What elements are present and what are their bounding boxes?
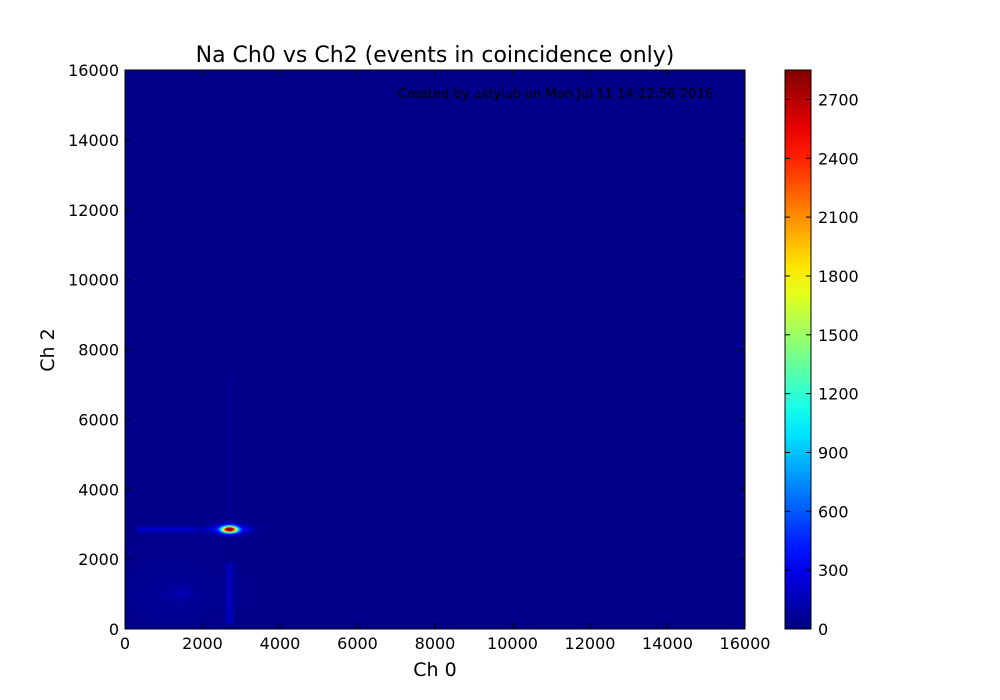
colorbar-tick-label: 1500 [818,326,859,345]
x-tick-label: 16000 [720,634,771,653]
y-tick-label: 12000 [68,201,119,220]
colorbar-bar [785,70,811,629]
x-tick-label: 0 [120,634,130,653]
colorbar-tick-label: 0 [818,620,828,639]
y-tick-label: 16000 [68,61,119,80]
heatmap-canvas [125,70,745,629]
colorbar-tick-label: 1200 [818,385,859,404]
y-axis-label: Ch 2 [37,328,59,371]
x-tick-label: 6000 [337,634,378,653]
y-tick-label: 6000 [78,410,119,429]
colorbar-frame [784,69,812,630]
colorbar: 0 300 600 900 1200 1500 1800 2100 2400 2700 [784,69,859,639]
colorbar-tick-label: 2400 [818,149,859,168]
y-tick-label: 10000 [68,271,119,290]
y-tick-label: 14000 [68,131,119,150]
x-axis-label: Ch 0 [413,659,456,681]
colorbar-tick-label: 1800 [818,267,859,286]
colorbar-ticks: 0 300 600 900 1200 1500 1800 2100 2400 2700 [785,90,859,639]
x-tick-label: 12000 [565,634,616,653]
x-tick-label: 4000 [260,634,301,653]
y-tick-label: 0 [109,620,119,639]
colorbar-tick-label: 300 [818,561,849,580]
plot-area [124,69,746,630]
colorbar-tick-label: 2100 [818,208,859,227]
x-tick-label: 14000 [642,634,693,653]
heatmap-container [125,70,745,629]
y-tick-label: 2000 [78,550,119,569]
colorbar-tick-label: 2700 [818,90,859,109]
x-tick-label: 8000 [415,634,456,653]
y-tick-label: 8000 [78,341,119,360]
creation-annotation: Created by astylab on Mon Jul 11 14:12:5… [398,87,713,102]
colorbar-tick-label: 900 [818,443,849,462]
x-axis: 0 2000 4000 6000 8000 10000 12000 14000 16000 [120,70,771,653]
y-tick-label: 4000 [78,480,119,499]
colorbar-tick-label: 600 [818,502,849,521]
x-tick-label: 10000 [487,634,538,653]
chart-title: Na Ch0 vs Ch2 (events in coincidence onl… [196,43,675,68]
x-tick-label: 2000 [182,634,223,653]
y-axis: 0 2000 4000 6000 8000 10000 12000 14000 16000 [68,61,745,639]
